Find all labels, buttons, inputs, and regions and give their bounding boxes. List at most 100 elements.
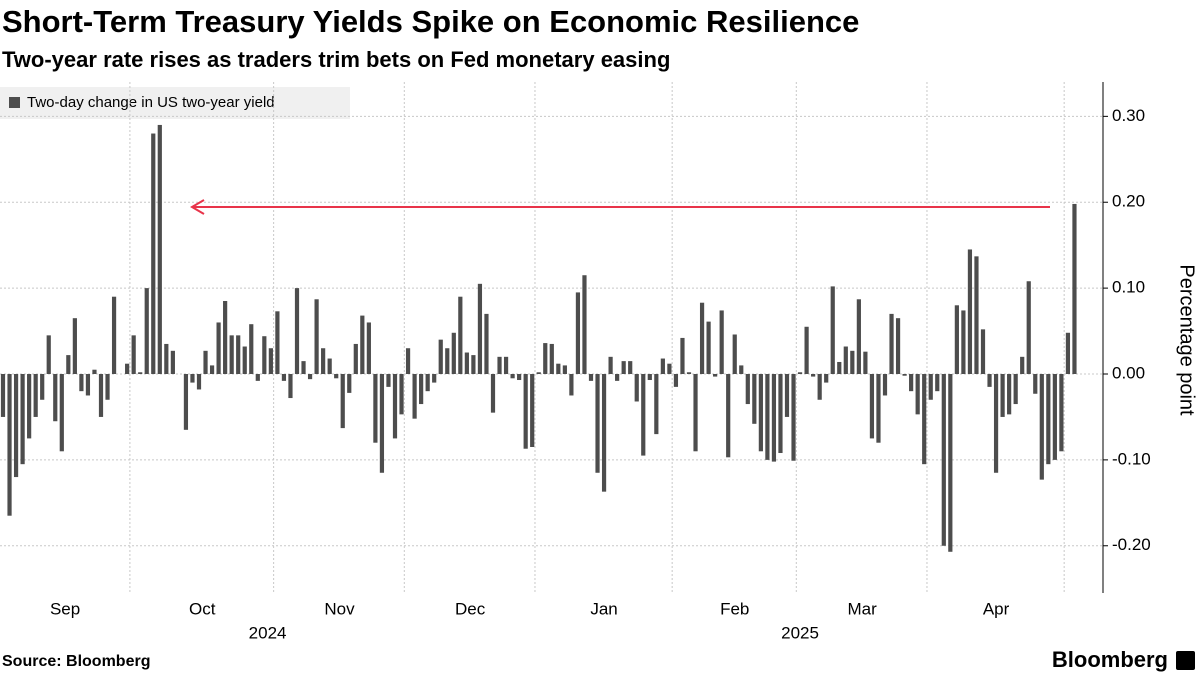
bar: [876, 374, 881, 443]
bar: [196, 374, 202, 390]
bar: [72, 318, 77, 374]
bar: [608, 356, 613, 374]
chart-title: Short-Term Treasury Yields Spike on Econ…: [2, 4, 859, 39]
bar: [752, 374, 757, 424]
bar: [686, 372, 692, 374]
y-tick-label: 0.00: [1112, 363, 1145, 382]
bar: [745, 374, 750, 405]
bar: [242, 346, 247, 374]
bar: [40, 374, 45, 400]
bar: [784, 374, 790, 417]
bar: [856, 299, 861, 374]
bar: [817, 374, 822, 400]
bar: [902, 374, 907, 376]
bar: [307, 374, 313, 380]
bar: [530, 374, 535, 447]
bar: [183, 374, 189, 430]
x-tick-label: Apr: [983, 599, 1010, 618]
bar: [85, 374, 91, 396]
bar: [471, 355, 476, 374]
x-tick-label: Dec: [455, 599, 486, 618]
bar: [0, 374, 6, 417]
bar: [824, 374, 829, 383]
bar: [941, 374, 946, 546]
bar: [647, 374, 652, 381]
bar: [353, 343, 358, 374]
bar: [164, 343, 169, 374]
bar: [895, 318, 901, 374]
bar: [392, 374, 398, 439]
bar: [830, 286, 835, 374]
bar: [536, 372, 541, 374]
legend-label: Two-day change in US two-year yield: [27, 94, 275, 111]
bar: [778, 374, 783, 454]
bar: [405, 348, 411, 374]
bar: [347, 374, 352, 393]
annotation-arrow: [190, 199, 1050, 215]
bar: [732, 334, 737, 374]
bar: [327, 358, 332, 374]
bar: [765, 374, 770, 460]
bar: [706, 321, 711, 374]
bar: [445, 348, 450, 374]
bar: [275, 311, 280, 374]
bar: [1033, 374, 1038, 394]
bar: [797, 372, 803, 374]
bar: [425, 374, 430, 392]
bar: [203, 350, 208, 374]
bar: [7, 374, 12, 516]
bar: [399, 374, 404, 415]
x-tick-label: Mar: [847, 599, 877, 618]
bar: [615, 374, 620, 381]
bar: [928, 374, 933, 400]
x-tick-label: Sep: [50, 599, 80, 618]
bar: [1059, 374, 1064, 452]
bar: [915, 374, 920, 415]
plot: 0.30 0.20 0.10 0.00 -0.10 -0.20 Sep Oct Nov Dec 20…: [0, 82, 1151, 642]
bar: [1013, 374, 1018, 405]
bar: [497, 356, 502, 374]
bar: [157, 124, 162, 374]
bar: [190, 374, 195, 383]
bar: [641, 374, 646, 456]
bar: [850, 350, 855, 374]
bar: [438, 339, 443, 374]
bar: [510, 374, 515, 379]
bar: [151, 133, 156, 374]
y-axis-label: Percentage point: [1176, 264, 1198, 416]
bar: [138, 372, 143, 374]
bar: [699, 302, 705, 374]
bar: [144, 288, 149, 374]
bar: [987, 374, 992, 387]
year-label: 2024: [249, 623, 287, 642]
bar: [673, 374, 679, 387]
bar: [223, 301, 228, 374]
bar: [837, 361, 842, 374]
bar: [111, 296, 117, 374]
bar: [869, 374, 875, 439]
bar: [314, 299, 319, 374]
chart-subtitle: Two-year rate rises as traders trim bets…: [2, 47, 670, 72]
bar: [53, 374, 58, 422]
bar: [366, 322, 371, 374]
bar: [20, 374, 25, 465]
bar: [373, 374, 378, 443]
legend-box: [0, 87, 350, 119]
bar: [634, 374, 639, 402]
bar: [935, 374, 940, 392]
bar: [33, 374, 38, 417]
x-tick-label: Nov: [324, 599, 355, 618]
bar: [27, 374, 32, 439]
bar: [419, 374, 424, 405]
bar: [667, 363, 672, 374]
bar: [771, 374, 777, 462]
bar: [432, 374, 437, 383]
bar: [863, 351, 868, 374]
bar: [484, 313, 489, 374]
bar: [804, 326, 809, 374]
bar: [46, 335, 51, 374]
bar: [1020, 356, 1025, 374]
bar: [974, 256, 979, 374]
bar: [719, 310, 724, 374]
